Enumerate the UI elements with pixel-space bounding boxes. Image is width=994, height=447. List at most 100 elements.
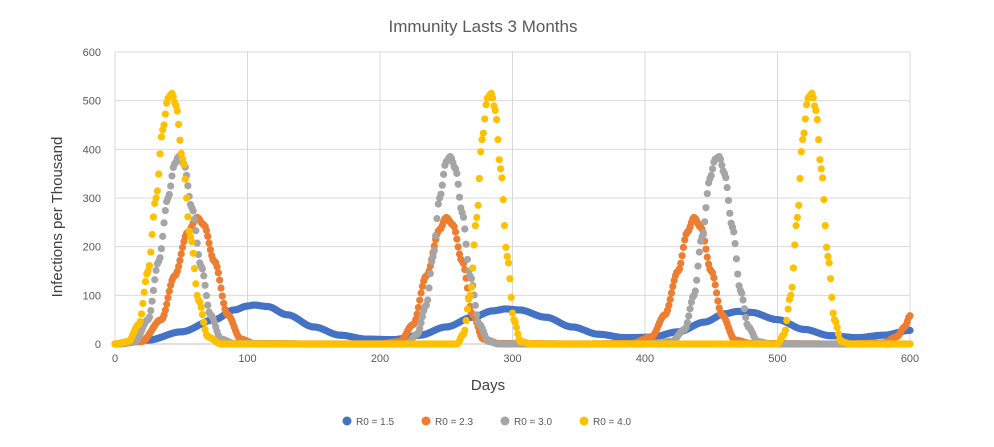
data-point bbox=[161, 306, 169, 314]
legend-marker bbox=[500, 416, 510, 426]
data-point bbox=[470, 241, 478, 249]
data-point bbox=[149, 286, 158, 295]
data-point bbox=[148, 297, 156, 305]
data-point bbox=[481, 115, 489, 123]
data-point bbox=[453, 169, 461, 177]
data-point bbox=[716, 155, 725, 163]
data-point bbox=[792, 221, 800, 230]
data-point bbox=[198, 310, 207, 319]
y-axis-label: Infections per Thousand bbox=[49, 137, 66, 298]
data-point bbox=[141, 278, 150, 286]
data-point bbox=[176, 136, 184, 144]
data-point bbox=[204, 301, 212, 309]
data-point bbox=[181, 175, 189, 183]
data-point bbox=[157, 133, 165, 141]
data-point bbox=[506, 275, 514, 283]
data-point bbox=[438, 181, 446, 189]
data-point bbox=[739, 296, 747, 304]
data-point bbox=[669, 282, 677, 291]
data-point bbox=[795, 201, 803, 209]
data-point bbox=[454, 180, 462, 188]
data-point bbox=[469, 264, 477, 272]
x-tick-label: 500 bbox=[768, 353, 786, 365]
data-point bbox=[482, 101, 490, 109]
data-point bbox=[718, 161, 726, 169]
data-point bbox=[188, 238, 196, 246]
data-point bbox=[454, 243, 462, 251]
data-point bbox=[803, 101, 811, 109]
data-point bbox=[151, 199, 159, 208]
data-point bbox=[165, 287, 173, 295]
data-point bbox=[466, 291, 474, 299]
data-point bbox=[471, 301, 479, 309]
x-tick-label: 0 bbox=[112, 353, 118, 365]
data-point bbox=[218, 292, 226, 300]
data-point bbox=[738, 289, 746, 297]
data-point bbox=[426, 269, 434, 278]
data-point bbox=[710, 274, 718, 282]
legend-label: R0 = 3.0 bbox=[514, 417, 553, 428]
data-point bbox=[818, 174, 827, 182]
data-point bbox=[796, 174, 804, 183]
legend: R0 = 1.5 R0 = 2.3 R0 = 3.0 R0 = 4.0 bbox=[342, 416, 632, 428]
data-point bbox=[722, 174, 730, 182]
data-point bbox=[173, 107, 181, 115]
data-point bbox=[213, 263, 221, 271]
data-point bbox=[204, 232, 212, 240]
legend-label: R0 = 4.0 bbox=[593, 417, 632, 428]
data-point bbox=[791, 241, 799, 249]
data-point bbox=[149, 213, 158, 221]
data-point bbox=[511, 318, 519, 326]
data-point bbox=[833, 323, 841, 331]
data-point bbox=[498, 174, 506, 182]
data-point bbox=[136, 317, 144, 326]
data-point bbox=[176, 256, 184, 265]
data-point bbox=[494, 136, 502, 144]
data-point bbox=[832, 318, 840, 326]
data-point bbox=[504, 259, 513, 267]
legend-item: R0 = 4.0 bbox=[579, 416, 632, 428]
data-point bbox=[817, 165, 825, 173]
data-point bbox=[139, 299, 147, 308]
data-point bbox=[434, 200, 442, 208]
data-point bbox=[185, 227, 193, 235]
data-point bbox=[184, 182, 192, 190]
data-point bbox=[461, 326, 469, 334]
data-point bbox=[479, 129, 487, 137]
x-tick-label: 400 bbox=[636, 353, 654, 365]
data-point bbox=[906, 326, 914, 334]
data-point bbox=[159, 232, 167, 240]
data-point bbox=[683, 319, 692, 327]
data-point bbox=[429, 252, 437, 260]
data-point bbox=[723, 183, 731, 192]
data-point bbox=[711, 281, 719, 289]
x-axis-label: Days bbox=[471, 377, 505, 394]
data-point bbox=[829, 309, 837, 317]
data-point bbox=[161, 110, 169, 118]
data-point bbox=[495, 156, 503, 164]
y-tick-label: 300 bbox=[83, 193, 101, 205]
data-point bbox=[834, 330, 843, 338]
data-point bbox=[701, 218, 709, 226]
data-point bbox=[205, 239, 213, 247]
data-point bbox=[418, 282, 426, 290]
data-point bbox=[514, 330, 522, 338]
data-point bbox=[417, 319, 425, 327]
data-point bbox=[206, 246, 214, 254]
data-point bbox=[821, 221, 829, 230]
data-point bbox=[666, 295, 674, 303]
y-tick-label: 400 bbox=[83, 144, 101, 156]
data-point bbox=[678, 252, 686, 260]
data-point bbox=[440, 170, 448, 178]
series-layer bbox=[111, 89, 914, 348]
x-tick-label: 300 bbox=[503, 353, 521, 365]
data-point bbox=[425, 284, 433, 292]
data-point bbox=[151, 276, 159, 284]
data-point bbox=[177, 149, 185, 158]
data-point bbox=[152, 194, 160, 202]
data-point bbox=[812, 106, 820, 114]
data-point bbox=[169, 92, 177, 101]
legend-label: R0 = 2.3 bbox=[435, 417, 474, 428]
data-point bbox=[787, 291, 795, 299]
data-point bbox=[809, 94, 817, 102]
